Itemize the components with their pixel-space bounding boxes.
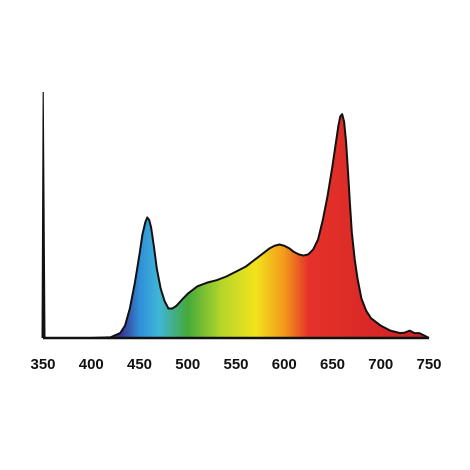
plot-area: [41, 92, 430, 340]
spectrum-outline: [43, 113, 430, 339]
x-tick-label: 550: [223, 356, 248, 373]
x-tick-label: 650: [320, 356, 345, 373]
x-tick-label: 500: [175, 356, 200, 373]
x-axis-ticks: 350 400 450 500 550 600 650 700 750: [30, 356, 441, 373]
x-tick-label: 350: [30, 356, 55, 373]
x-tick-label: 700: [368, 356, 393, 373]
spectrum-area: [43, 114, 429, 338]
y-axis-line: [41, 92, 46, 338]
x-tick-label: 600: [272, 356, 297, 373]
x-tick-label: 450: [127, 356, 152, 373]
x-tick-label: 400: [79, 356, 104, 373]
x-tick-label: 750: [416, 356, 441, 373]
